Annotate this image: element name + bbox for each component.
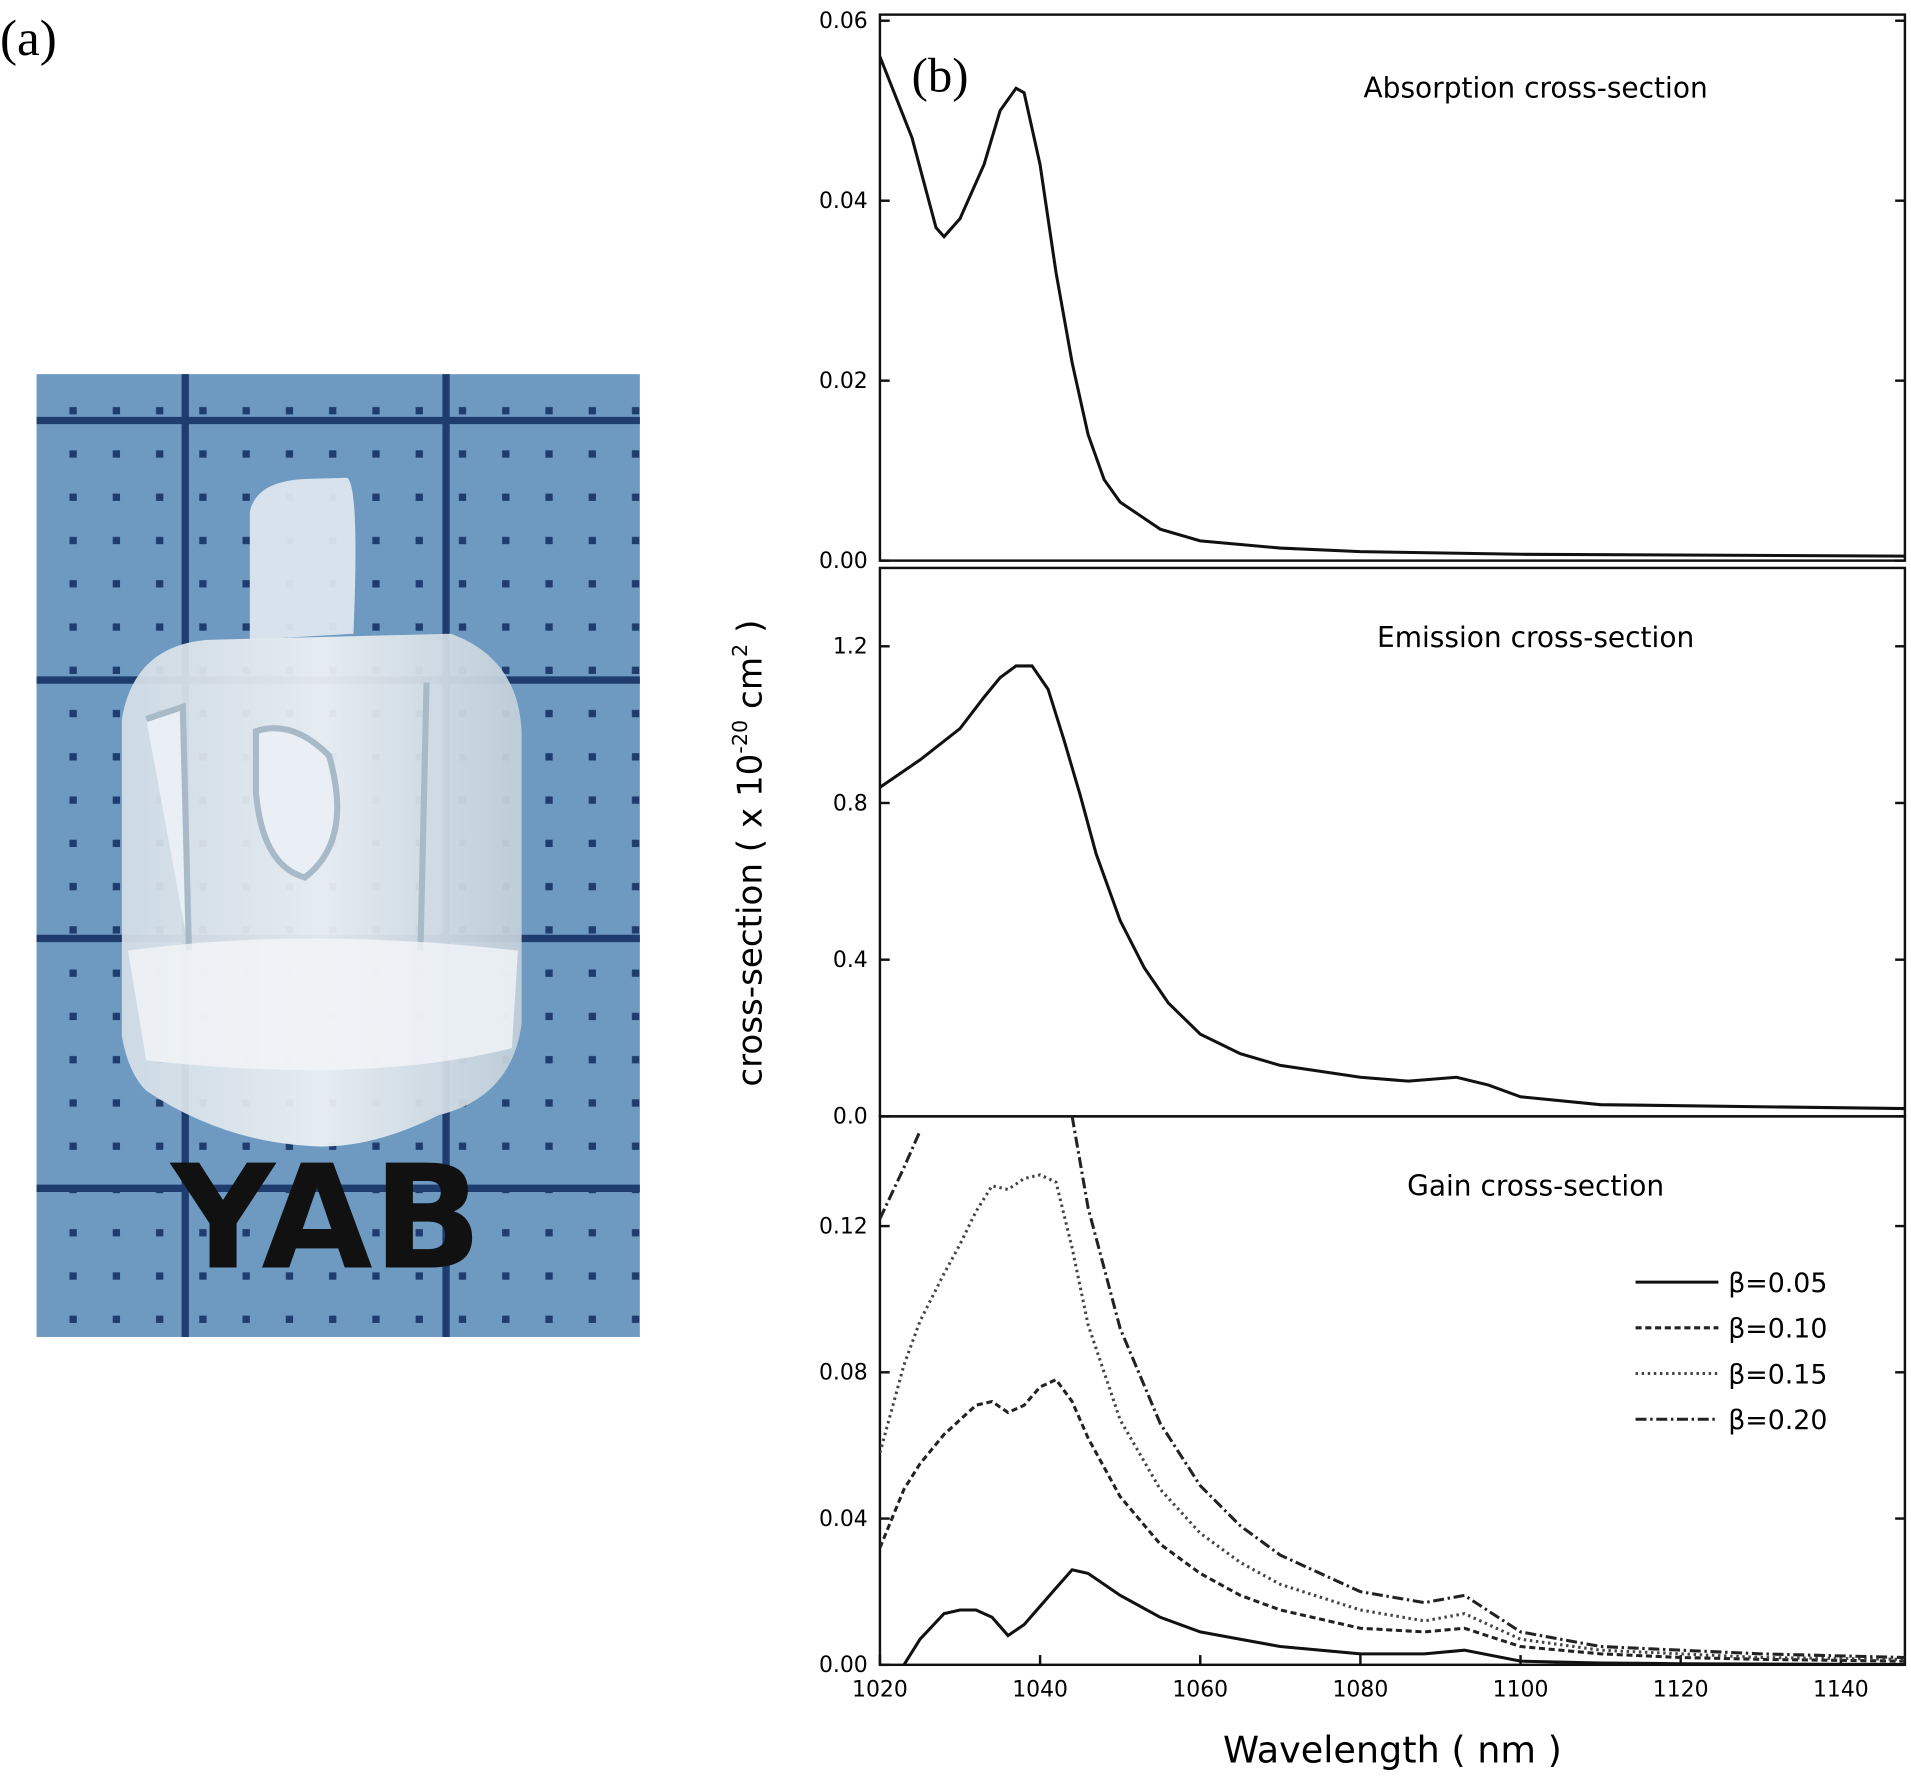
data-line [902,1568,1905,1665]
y-axis-label-part: 2 [728,644,752,657]
chart-title: Emission cross-section [1377,621,1694,654]
y-tick-label: 1.2 [833,635,868,660]
x-tick-label: 1100 [1493,1678,1549,1703]
data-line [879,56,1905,558]
y-tick-label: 0.00 [819,1653,868,1678]
y-tick-label: 0.04 [819,189,868,214]
legend-label: β=0.10 [1728,1314,1827,1345]
chart-title: Gain cross-section [1407,1170,1664,1203]
x-tick-label: 1040 [1012,1678,1068,1703]
x-axis-label: Wavelength ( nm ) [1223,1728,1562,1771]
y-tick-label: 0.8 [833,791,868,816]
data-line [879,1377,1905,1663]
x-tick-label: 1080 [1332,1678,1388,1703]
panel-label: (b) [912,48,969,102]
x-tick-label: 1120 [1653,1678,1709,1703]
photo-label: YAB [169,1135,482,1302]
y-tick-label: 0.02 [819,369,868,394]
legend-label: β=0.20 [1728,1405,1827,1436]
y-tick-label: 0.08 [819,1361,868,1386]
y-axis-label: cross-section ( x 10-20 cm2 ) [728,620,771,1087]
plot-frame [878,13,1907,562]
data-line [879,664,1905,1111]
y-tick-label: 0.12 [819,1214,868,1239]
x-tick-label: 1140 [1813,1678,1869,1703]
data-line [879,1116,1905,1660]
y-tick-label: 0.0 [833,1105,868,1130]
y-tick-label: 0.04 [819,1507,868,1532]
chart-title: Absorption cross-section [1364,72,1708,105]
y-axis-label-part: ) [731,620,771,644]
x-tick-label: 1020 [852,1678,908,1703]
y-tick-label: 0.4 [833,948,868,973]
y-tick-label: 0.00 [819,549,868,574]
y-axis-label-part: -20 [728,720,752,754]
y-axis-label-part: cm [731,657,771,720]
panel-label: (a) [0,10,57,67]
y-axis-label-part: cross-section ( x 10 [731,754,771,1087]
photo: YAB [36,374,640,1337]
x-tick-label: 1060 [1172,1678,1228,1703]
legend-label: β=0.05 [1728,1268,1827,1299]
y-tick-label: 0.06 [819,9,868,34]
plot-frame [878,1115,1907,1667]
legend-label: β=0.15 [1728,1359,1827,1390]
